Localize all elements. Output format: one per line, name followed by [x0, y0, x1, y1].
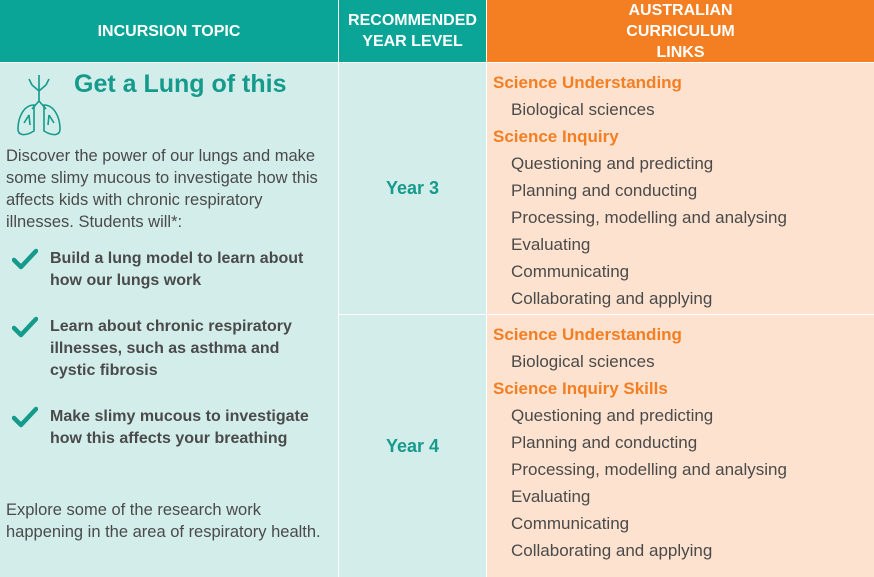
link-heading: Science Inquiry: [493, 127, 619, 146]
topic-cell: Get a Lung of this Discover the power of…: [0, 63, 338, 577]
link-item: Planning and conducting: [511, 433, 698, 452]
link-heading: Science Inquiry Skills: [493, 379, 668, 398]
link-item: Communicating: [511, 262, 630, 281]
link-item: Planning and conducting: [511, 181, 698, 200]
topic-title: Get a Lung of this: [74, 70, 287, 98]
link-item: Processing, modelling and analysing: [511, 208, 787, 227]
check-icon: [12, 406, 38, 428]
outcome-text: Build a lung model to learn about how ou…: [50, 250, 304, 289]
link-heading: Science Understanding: [493, 325, 682, 344]
link-item: Evaluating: [511, 487, 591, 506]
link-item: Questioning and predicting: [511, 406, 714, 425]
header-topic: INCURSION TOPIC: [0, 0, 338, 62]
outcome-text: Make slimy mucous to investigate how thi…: [50, 408, 309, 447]
link-heading: Science Understanding: [493, 73, 682, 92]
link-item: Biological sciences: [511, 100, 655, 119]
header-curriculum: AUSTRALIAN CURRICULUM LINKS: [487, 0, 874, 62]
link-item: Evaluating: [511, 235, 591, 254]
check-icon: [12, 316, 38, 338]
outcome: Learn about chronic respiratory illnesse…: [12, 316, 322, 382]
link-item: Biological sciences: [511, 352, 655, 371]
intro: Discover the power of our lungs and make…: [6, 147, 318, 231]
header-year-level: RECOMMENDED YEAR LEVEL: [339, 0, 486, 62]
links-cell: Science Understanding Biological sciences…: [487, 315, 874, 577]
link-item: Communicating: [511, 514, 630, 533]
check-icon: [12, 248, 38, 270]
outro: Explore some of the research work happen…: [6, 501, 321, 541]
year-cell: Year 4: [339, 315, 486, 577]
outcome: Make slimy mucous to investigate how thi…: [12, 406, 322, 450]
link-item: Collaborating and applying: [511, 289, 713, 308]
year-cell: Year 3: [339, 63, 486, 314]
outcome-text: Learn about chronic respiratory illnesse…: [50, 318, 292, 379]
lung-icon: [17, 75, 61, 136]
links-cell: Science Understanding Biological sciences…: [487, 63, 874, 314]
link-item: Questioning and predicting: [511, 154, 714, 173]
link-item: Collaborating and applying: [511, 541, 713, 560]
outcome: Build a lung model to learn about how ou…: [12, 248, 322, 292]
link-item: Processing, modelling and analysing: [511, 460, 787, 479]
